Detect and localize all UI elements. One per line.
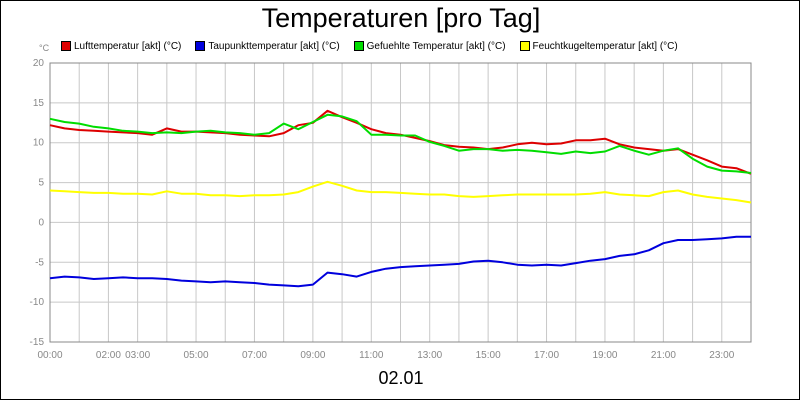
y-tick-label: -10 [30,297,45,308]
x-tick-label: 15:00 [476,350,501,361]
legend-label-taupunkttemperatur: Taupunkttemperatur [akt] (°C) [208,40,340,52]
legend-swatch-taupunkttemperatur [195,41,206,51]
legend-item-feuchtkugeltemperatur: Feuchtkugeltemperatur [akt] (°C) [519,39,678,53]
legend-swatch-feuchtkugeltemperatur [519,41,530,51]
y-tick-label: 15 [33,98,45,109]
x-tick-label: 02:00 [96,350,121,361]
x-tick-label: 19:00 [592,350,617,361]
chart-legend: Lufttemperatur [akt] (°C) Taupunkttemper… [61,39,692,53]
y-tick-label: 5 [38,178,44,189]
y-tick-label: 0 [38,217,44,228]
legend-item-lufttemperatur: Lufttemperatur [akt] (°C) [61,39,181,53]
legend-label-feuchtkugeltemperatur: Feuchtkugeltemperatur [akt] (°C) [532,40,678,52]
legend-label-gefuehlte-temperatur: Gefuehlte Temperatur [akt] (°C) [366,40,506,52]
x-tick-label: 13:00 [417,350,442,361]
y-axis-unit: °C [39,43,50,53]
x-tick-label: 07:00 [242,350,267,361]
x-tick-label: 09:00 [300,350,325,361]
series-line-gefuehlte-temperatur [49,113,752,174]
y-tick-label: -5 [35,257,44,268]
legend-swatch-gefuehlte-temperatur [353,41,364,51]
series-line-feuchtkugeltemperatur [49,180,752,204]
x-tick-label: 11:00 [359,350,384,361]
legend-item-gefuehlte-temperatur: Gefuehlte Temperatur [akt] (°C) [353,39,506,53]
x-tick-label: 21:00 [651,350,676,361]
series-line-taupunkttemperatur [49,235,751,288]
legend-swatch-lufttemperatur [61,41,71,51]
y-tick-label: 20 [33,58,45,69]
legend-label-lufttemperatur: Lufttemperatur [akt] (°C) [74,40,182,52]
y-tick-label: 10 [33,138,45,149]
x-tick-label: 17:00 [534,350,559,361]
x-tick-label: 00:00 [37,350,62,361]
x-axis-caption: 02.01 [378,368,424,388]
x-tick-label: 23:00 [709,350,734,361]
legend-item-taupunkttemperatur: Taupunkttemperatur [akt] (°C) [195,39,340,53]
chart-title: Temperaturen [pro Tag] [261,3,541,33]
x-tick-label: 05:00 [184,350,209,361]
y-tick-label: -15 [30,337,45,348]
x-tick-label: 03:00 [125,350,150,361]
